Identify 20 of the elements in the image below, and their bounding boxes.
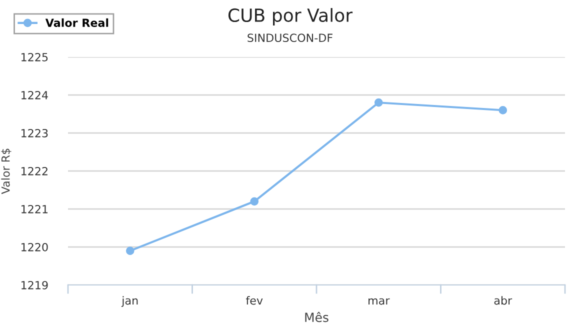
x-tick-label: jan	[121, 296, 138, 307]
x-tick-label: abr	[494, 296, 512, 305]
y-axis-title: Valor R$	[1, 148, 12, 194]
x-tick-label: fev	[246, 296, 263, 305]
y-tick-label: 1224	[22, 90, 48, 100]
point	[126, 246, 134, 255]
y-tick-label: 1225	[22, 52, 48, 62]
point	[498, 106, 508, 114]
x-tick-label: mar	[368, 298, 390, 305]
point	[374, 98, 383, 107]
y-tick-label: 1223	[22, 128, 48, 138]
y-tick-label: 1220	[22, 242, 48, 252]
y-tick-label: 1222	[22, 166, 48, 176]
y-tick-label: 1221	[22, 204, 48, 214]
chart-title: CUB por Valor	[228, 8, 353, 26]
legend-label: Valor Real	[45, 18, 108, 27]
y-tick-label: 1219	[22, 280, 48, 290]
point	[250, 197, 259, 206]
x-axis-title: Mês	[305, 312, 328, 322]
chart-subtitle: SINDUSCON-DF	[248, 34, 332, 42]
